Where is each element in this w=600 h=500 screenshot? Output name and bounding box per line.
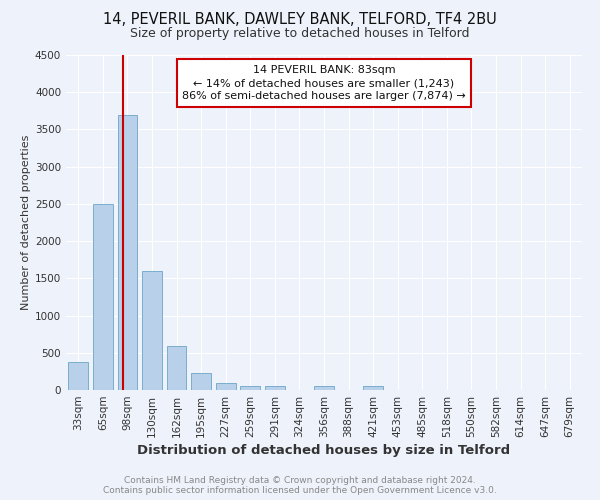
Bar — [191, 373, 211, 390]
Bar — [142, 271, 162, 390]
Text: 14 PEVERIL BANK: 83sqm
← 14% of detached houses are smaller (1,243)
86% of semi-: 14 PEVERIL BANK: 83sqm ← 14% of detached… — [182, 65, 466, 102]
Text: 14, PEVERIL BANK, DAWLEY BANK, TELFORD, TF4 2BU: 14, PEVERIL BANK, DAWLEY BANK, TELFORD, … — [103, 12, 497, 28]
Text: Size of property relative to detached houses in Telford: Size of property relative to detached ho… — [130, 28, 470, 40]
Bar — [93, 204, 113, 390]
Bar — [364, 386, 383, 390]
Text: Contains HM Land Registry data © Crown copyright and database right 2024.
Contai: Contains HM Land Registry data © Crown c… — [103, 476, 497, 495]
Y-axis label: Number of detached properties: Number of detached properties — [21, 135, 31, 310]
Bar — [118, 114, 137, 390]
Bar — [314, 386, 334, 390]
Bar — [265, 386, 284, 390]
Bar — [216, 382, 236, 390]
Bar — [68, 362, 88, 390]
X-axis label: Distribution of detached houses by size in Telford: Distribution of detached houses by size … — [137, 444, 511, 457]
Bar — [241, 386, 260, 390]
Bar — [167, 346, 187, 390]
